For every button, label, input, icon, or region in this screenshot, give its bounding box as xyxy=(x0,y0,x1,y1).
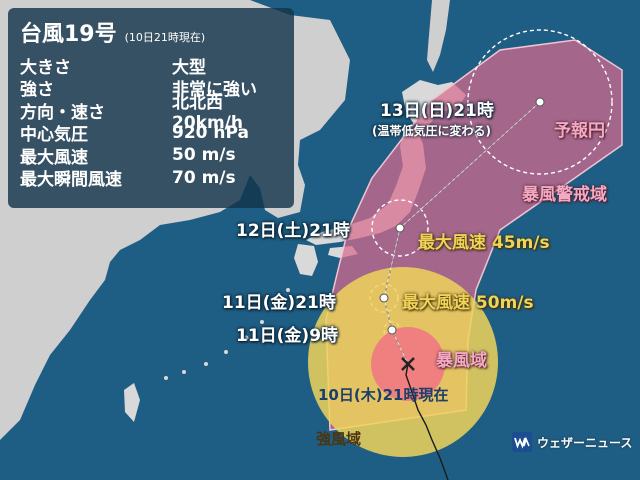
forecast-label-12th: 12日(土)21時 xyxy=(236,221,350,241)
ryukyu-islands xyxy=(164,288,290,380)
info-key: 方向・速さ xyxy=(20,102,105,123)
info-key: 最大瞬間風速 xyxy=(20,170,122,191)
info-value: 北北西20km/h xyxy=(172,92,243,133)
info-value: 920 hPa xyxy=(172,122,249,143)
info-row-central-pressure: 中心気圧 920 hPa xyxy=(20,122,282,146)
info-row-max-gust: 最大瞬間風速 70 m/s xyxy=(20,167,282,191)
storm-warning-area-label: 暴風警戒域 xyxy=(522,185,607,205)
max-wind-label-12th: 最大風速 45m/s xyxy=(418,233,550,253)
typhoon-info-panel: 台風19号 (10日21時現在) 大きさ 大型 強さ 非常に強い 方向・速さ 北… xyxy=(8,8,294,208)
info-key: 中心気圧 xyxy=(20,125,88,146)
forecast-label-13th: 13日(日)21時 xyxy=(380,101,494,121)
weathernews-brand-text: ウェザーニュース xyxy=(537,435,633,450)
info-key: 大きさ xyxy=(20,57,71,78)
info-row-direction-speed: 方向・速さ 北北西20km/h xyxy=(20,93,282,133)
info-value: 非常に強い xyxy=(172,80,257,101)
info-value: 70 m/s xyxy=(172,167,236,188)
strong-wind-area-label: 強風域 xyxy=(316,430,362,448)
info-row-strength: 強さ 非常に強い xyxy=(20,77,282,100)
typhoon-name: 台風19号 xyxy=(20,22,117,47)
forecast-label-13th-note: (温帯低気圧に変わる) xyxy=(372,124,491,138)
info-row-size: 大きさ 大型 xyxy=(20,54,282,78)
panel-header: 台風19号 (10日21時現在) xyxy=(20,16,282,48)
forecast-point-markers xyxy=(379,97,545,335)
sakhalin-island xyxy=(427,0,450,72)
max-wind-label-11th: 最大風速 50m/s xyxy=(402,293,534,313)
info-value: 大型 xyxy=(172,57,206,78)
weathernews-mark-icon xyxy=(512,432,532,452)
typhoon-center-x-icon xyxy=(401,357,415,371)
current-position-label: 10日(木)21時現在 xyxy=(318,386,449,404)
info-key: 強さ xyxy=(20,80,54,101)
info-key: 最大風速 xyxy=(20,147,88,168)
forecast-circle-label: 予報円 xyxy=(554,121,605,141)
as-of-time: (10日21時現在) xyxy=(124,31,206,44)
forecast-label-11th-21h: 11日(金)21時 xyxy=(222,293,336,313)
storm-area-label: 暴風域 xyxy=(436,351,487,371)
past-track xyxy=(405,363,449,480)
forecast-label-11th-9h: 11日(金)9時 xyxy=(236,326,339,346)
info-row-max-wind: 最大風速 50 m/s xyxy=(20,144,282,168)
taiwan-island xyxy=(124,383,140,422)
weathernews-logo: ウェザーニュース xyxy=(512,432,632,452)
info-value: 50 m/s xyxy=(172,145,236,166)
kyushu-island xyxy=(294,244,318,276)
